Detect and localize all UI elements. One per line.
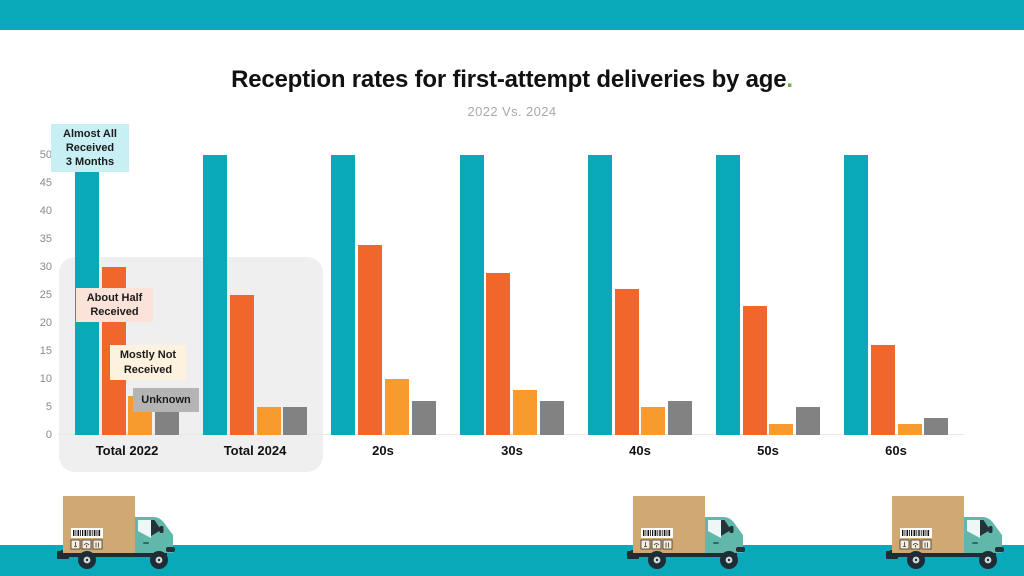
bar-almost-all-received-3-months-50s (716, 155, 740, 435)
y-tick-label: 30 (39, 261, 52, 273)
category-label: 20s (372, 443, 394, 458)
bar-about-half-received-30s (486, 273, 510, 435)
bar-almost-all-received-3-months-total-2024 (203, 155, 227, 435)
bar-unknown-60s (924, 418, 948, 435)
bar-mostly-not-received-50s (769, 424, 793, 435)
y-tick-label: 10 (39, 373, 52, 385)
y-tick-label: 35 (39, 233, 52, 245)
bar-about-half-received-60s (871, 345, 895, 435)
y-tick-label: 20 (39, 317, 52, 329)
annotation-mostly-not-received: Mostly Not Received (110, 345, 186, 380)
bar-mostly-not-received-total-2024 (257, 407, 281, 435)
annotation-almost-all-received: Almost All Received 3 Months (51, 124, 129, 172)
bar-unknown-30s (540, 401, 564, 435)
page-title-text: Reception rates for first-attempt delive… (231, 66, 787, 93)
y-tick-label: 0 (45, 429, 52, 441)
y-tick-label: 40 (39, 205, 52, 217)
bar-almost-all-received-3-months-60s (844, 155, 868, 435)
bar-mostly-not-received-30s (513, 390, 537, 435)
bar-almost-all-received-3-months-40s (588, 155, 612, 435)
category-label: Total 2022 (95, 443, 159, 458)
bar-unknown-total-2024 (283, 407, 307, 435)
y-tick-label: 50 (39, 149, 52, 161)
bar-about-half-received-20s (358, 245, 382, 435)
bar-mostly-not-received-20s (385, 379, 409, 435)
annotation-about-half-received: About Half Received (76, 288, 153, 322)
page-title-period: . (786, 66, 793, 93)
bar-about-half-received-40s (615, 289, 639, 435)
annotation-unknown: Unknown (133, 388, 199, 412)
bar-about-half-received-total-2024 (230, 295, 254, 435)
bar-unknown-40s (668, 401, 692, 435)
y-tick-label: 45 (39, 177, 52, 189)
category-label: 30s (501, 443, 523, 458)
category-label: 40s (629, 443, 651, 458)
delivery-truck-illustration (625, 492, 745, 572)
bar-unknown-20s (412, 401, 436, 435)
category-label: 50s (757, 443, 779, 458)
category-label: 60s (885, 443, 907, 458)
y-tick-label: 25 (39, 289, 52, 301)
bar-almost-all-received-3-months-30s (460, 155, 484, 435)
x-axis-baseline (58, 434, 964, 435)
bar-almost-all-received-3-months-20s (331, 155, 355, 435)
bar-unknown-50s (796, 407, 820, 435)
bar-mostly-not-received-40s (641, 407, 665, 435)
y-tick-label: 5 (45, 401, 52, 413)
category-label: Total 2024 (223, 443, 287, 458)
delivery-truck-illustration (55, 492, 175, 572)
bar-mostly-not-received-60s (898, 424, 922, 435)
top-banner (0, 0, 1024, 30)
page-subtitle: 2022 Vs. 2024 (467, 104, 557, 119)
page-title: Reception rates for first-attempt delive… (0, 66, 1024, 94)
y-tick-label: 15 (39, 345, 52, 357)
bar-about-half-received-50s (743, 306, 767, 435)
delivery-truck-illustration (884, 492, 1004, 572)
